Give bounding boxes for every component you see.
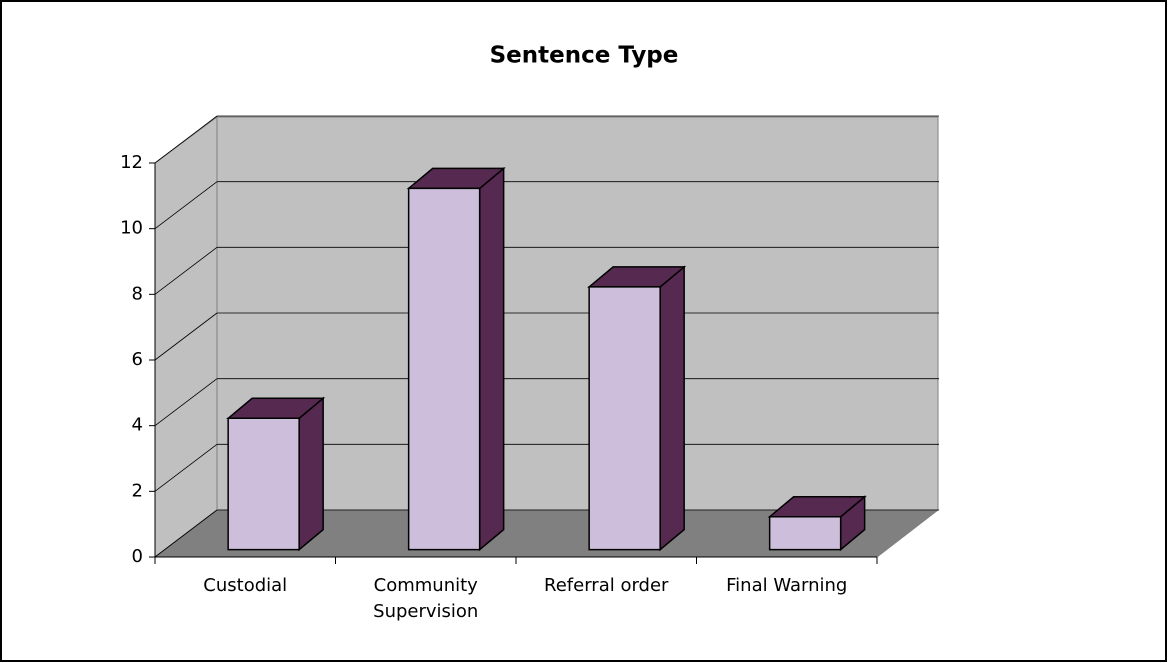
grid-line: [154, 378, 218, 426]
y-tick-label: 6: [132, 349, 143, 370]
bar: [406, 166, 506, 552]
y-tick-label: 12: [120, 152, 143, 173]
y-tick-label: 4: [132, 415, 143, 436]
bar-front: [227, 417, 300, 551]
chart-title: Sentence Type: [490, 43, 679, 69]
y-tick-label: 8: [132, 283, 143, 304]
grid-line: [154, 115, 218, 164]
x-tick-label: Community Supervision: [373, 575, 479, 622]
grid-line: [154, 444, 218, 492]
bar-side: [659, 265, 685, 552]
y-tick-label: 2: [132, 480, 143, 501]
grid-line: [154, 509, 218, 558]
bar-front: [768, 516, 842, 551]
bar-front: [588, 286, 661, 551]
bar: [226, 396, 326, 552]
back-wall: [216, 116, 939, 511]
grid-line: [154, 247, 218, 295]
x-tick-label: Custodial: [203, 575, 288, 596]
bar-side: [478, 166, 505, 552]
grid-line: [154, 312, 218, 361]
y-tick-label: 0: [132, 546, 143, 567]
grid-line: [154, 181, 218, 229]
x-tick-label: Final Warning: [726, 575, 848, 596]
bar-front: [407, 187, 481, 551]
y-tick-label: 10: [120, 218, 143, 239]
bar: [767, 495, 867, 552]
bar: [587, 265, 687, 552]
bar-side: [298, 396, 324, 552]
x-tick-label: Referral order: [544, 575, 669, 596]
